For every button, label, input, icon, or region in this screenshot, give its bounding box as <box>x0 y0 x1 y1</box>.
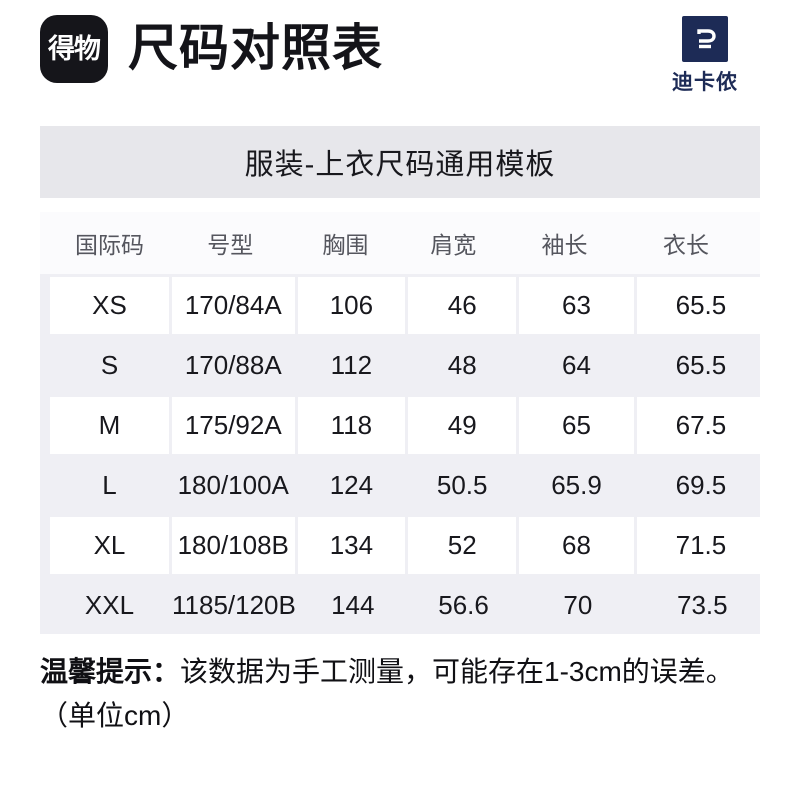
cell-size-type: 180/100A <box>177 470 289 500</box>
cell-length: 65.5 <box>675 350 727 380</box>
table-header-row: 国际码 号型 胸围 肩宽 袖长 衣长 <box>40 212 760 274</box>
cell-length: 73.5 <box>676 590 728 620</box>
cell-shoulder: 48 <box>447 350 477 380</box>
column-header-chest: 胸围 <box>322 232 369 258</box>
table-row-l: L 180/100A 124 50.5 65.9 69.5 <box>50 457 750 514</box>
cell-size: L <box>102 470 117 500</box>
cell-sleeve: 63 <box>519 277 634 334</box>
cell-sleeve: 64 <box>562 350 591 380</box>
cell-sleeve: 70 <box>563 590 593 620</box>
cell-length: 65.5 <box>636 277 765 334</box>
decathlon-logo: 迪卡侬 <box>672 16 738 96</box>
cell-chest: 112 <box>330 350 373 380</box>
table-row-s: S 170/88A 112 48 64 65.5 <box>50 337 750 394</box>
column-header-international-size: 国际码 <box>75 232 144 258</box>
cell-size: XS <box>50 277 169 334</box>
note-label: 温馨提示： <box>40 656 181 687</box>
cell-shoulder: 50.5 <box>436 470 488 500</box>
cell-shoulder: 49 <box>408 397 517 454</box>
cell-length: 69.5 <box>675 470 727 500</box>
cell-length: 67.5 <box>636 397 765 454</box>
column-header-length: 衣长 <box>662 232 709 258</box>
cell-size: S <box>100 350 119 380</box>
cell-size-type: 1185/120B <box>172 590 296 620</box>
cell-shoulder: 52 <box>408 517 517 574</box>
cell-sleeve: 68 <box>519 517 634 574</box>
note-text: 该数据为手工测量，可能存在1-3cm的误差。 <box>180 656 734 687</box>
cell-size: XXL <box>84 590 135 620</box>
cell-size-type: 170/88A <box>184 350 282 380</box>
column-header-sleeve: 袖长 <box>541 232 588 258</box>
cell-length: 71.5 <box>636 517 765 574</box>
cell-size-type: 170/84A <box>172 277 295 334</box>
cell-sleeve: 65 <box>519 397 634 454</box>
table-band: 服装-上衣尺码通用模板 <box>40 126 760 198</box>
dewu-logo-text: 得物 <box>48 33 101 64</box>
brand-title-group: 得物 尺码对照表 <box>40 12 383 84</box>
page-header: 得物 尺码对照表 迪卡侬 <box>40 12 760 108</box>
page-title: 尺码对照表 <box>128 20 383 76</box>
size-table: 国际码 号型 胸围 肩宽 袖长 衣长 XS 170/84A 106 46 63 … <box>40 212 765 634</box>
column-header-shoulder: 肩宽 <box>430 232 477 258</box>
cell-shoulder: 56.6 <box>438 590 489 620</box>
cell-size-type: 175/92A <box>172 397 295 454</box>
dewu-logo-icon: 得物 <box>40 15 108 83</box>
decathlon-mark-icon <box>682 16 728 62</box>
table-row-xs: XS 170/84A 106 46 63 65.5 <box>50 277 765 334</box>
cell-chest: 134 <box>297 517 406 574</box>
cell-chest: 118 <box>297 397 406 454</box>
cell-size: M <box>50 397 169 454</box>
column-header-size-type: 号型 <box>207 232 254 258</box>
table-row-m: M 175/92A 118 49 65 67.5 <box>50 397 765 454</box>
cell-chest: 144 <box>331 590 375 620</box>
note-line-1: 温馨提示：该数据为手工测量，可能存在1-3cm的误差。 <box>40 650 760 694</box>
decathlon-brand-name: 迪卡侬 <box>672 71 738 94</box>
cell-sleeve: 65.9 <box>551 470 602 500</box>
cell-shoulder: 46 <box>408 277 517 334</box>
table-body: XS 170/84A 106 46 63 65.5 S 170/88A 112 … <box>40 274 765 634</box>
note-unit-line: （单位cm） <box>40 700 190 731</box>
cell-chest: 106 <box>297 277 406 334</box>
cell-size: XL <box>50 517 169 574</box>
cell-size-type: 180/108B <box>172 517 295 574</box>
table-band-title: 服装-上衣尺码通用模板 <box>244 149 556 181</box>
table-row-xxl: XXL 1185/120B 144 56.6 70 73.5 <box>50 577 750 634</box>
measurement-note: 温馨提示：该数据为手工测量，可能存在1-3cm的误差。 （单位cm） <box>40 650 760 738</box>
table-row-xl: XL 180/108B 134 52 68 71.5 <box>50 517 765 574</box>
cell-chest: 124 <box>329 470 374 500</box>
